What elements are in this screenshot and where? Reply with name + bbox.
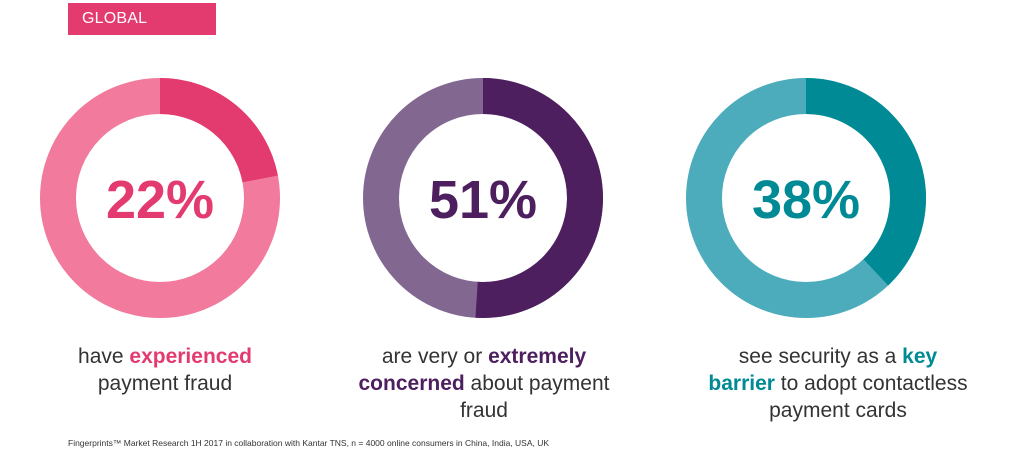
caption-0: have experienced payment fraud [15,343,315,397]
caption-pre: are very or [381,345,489,368]
donut-value-label-2: 38% [752,170,860,230]
donut-slice-1 [475,78,603,318]
donut-slice-0 [159,78,278,183]
caption-strong-a: extremely [488,345,587,368]
caption-post: payment fraud [97,372,233,395]
source-footnote: Fingerprints™ Market Research 1H 2017 in… [68,438,550,448]
caption-strong-b: concerned [358,372,465,395]
donut-slice-2 [805,78,926,286]
caption-strong-a: key [902,345,938,368]
caption-post-b: payment cards [769,399,907,422]
caption-post-a: about payment [470,372,610,395]
region-tag: GLOBAL [68,3,216,35]
donut-value-label-1: 51% [429,170,537,230]
caption-strong-b: barrier [708,372,775,395]
caption-post-a: to adopt contactless [780,372,968,395]
caption-pre: see security as a [738,345,903,368]
caption-2: see security as a key barrier to adopt c… [688,343,988,424]
donut-value-label-0: 22% [106,170,214,230]
caption-post-b: fraud [460,399,508,422]
caption-1: are very or extremely concerned about pa… [334,343,634,424]
caption-strong: experienced [129,345,252,368]
caption-pre: have [78,345,130,368]
